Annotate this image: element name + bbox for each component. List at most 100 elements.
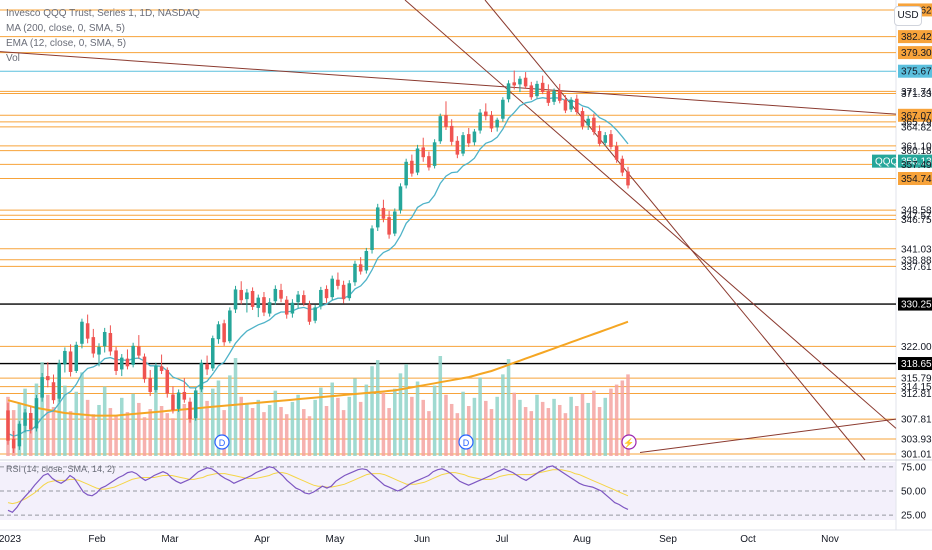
volume-bar [296,394,300,456]
candle-body [80,321,84,344]
time-axis-label: Apr [254,534,270,545]
last-price-label: 358.13 [898,154,932,168]
volume-bar [529,411,534,456]
volume-bar [228,375,232,456]
candle-body [63,350,67,365]
price-axis-label: 367.07 [898,108,932,122]
candle-body [57,363,61,399]
price-axis-label: 375.67 [898,64,932,78]
candle-body [228,310,232,342]
svg-text:364.82: 364.82 [901,122,932,133]
volume-bar [444,394,448,456]
volume-bar [46,394,50,456]
volume-bar [137,402,141,456]
candle-body [535,83,539,97]
candle-body [455,140,460,155]
candle-body [398,186,403,211]
price-axis-label: 318.65 [898,357,932,371]
candle-body [387,217,391,235]
price-axis-label: 341.03 [901,244,932,255]
candle-body [620,158,625,173]
candle-body [586,118,590,126]
price-axis-label: 312.81 [901,389,932,400]
candle-body [102,331,107,347]
price-axis-label: 361.10 [901,141,932,152]
volume-bar [557,404,562,456]
volume-bar [347,396,352,456]
candle-body [495,119,499,128]
candle-body [512,82,517,86]
candle-body [6,410,10,441]
volume-bar [176,395,181,456]
volume-bar [569,396,573,456]
candle-body [85,323,90,339]
rsi-ma-line [7,469,629,505]
candle-body [614,145,619,160]
candle-body [575,98,579,113]
svg-text:371.74: 371.74 [901,87,932,98]
svg-text:D: D [463,438,470,448]
volume-bar [432,385,437,456]
candle-body [341,284,346,300]
volume-bar [222,410,226,456]
volume-indicator-label[interactable]: Vol [6,53,20,64]
volume-bar [415,381,420,456]
candle-body [336,279,340,286]
svg-text:318.65: 318.65 [901,359,932,370]
currency-button[interactable]: USD [894,6,922,26]
earnings-marker: ⚡ [621,434,637,450]
candle-body [211,338,215,369]
volume-bar [393,388,397,456]
volume-bar [125,412,130,456]
candle-body [142,356,147,380]
time-axis-label: Jul [496,534,509,545]
volume-bar [324,406,329,456]
svg-text:315.79: 315.79 [901,374,932,385]
volume-bar [478,377,482,456]
volume-bar [466,406,471,456]
price-axis-label: 337.61 [901,262,932,273]
candle-body [393,211,397,234]
svg-text:301.01: 301.01 [901,449,932,460]
candle-body [97,346,101,355]
ma-indicator-label[interactable]: MA (200, close, 0, SMA, 5) [6,23,125,34]
price-axis-label: 322.00 [901,342,932,353]
rsi-indicator-label[interactable]: RSI (14, close, SMA, 14, 2) [6,464,116,474]
ema12-line [7,97,629,437]
rsi-axis-label: 75.00 [901,462,926,473]
candle-body [119,357,124,370]
candle-body [148,378,152,392]
candle-body [199,362,204,390]
price-axis-label: 315.79 [901,374,932,385]
volume-bar [119,397,124,456]
volume-bar [199,369,204,456]
volume-bar [404,364,408,456]
candle-body [432,142,437,166]
candle-body [546,91,551,103]
candle-body [68,351,73,372]
candle-body [302,295,306,304]
time-axis-label: Nov [821,534,839,545]
candle-body [267,302,272,314]
svg-text:347.57: 347.57 [901,211,932,222]
trend-line [404,0,897,429]
candle-body [250,290,255,307]
volume-bar [506,359,511,456]
symbol-title: Invesco QQQ Trust, Series 1, 1D, NASDAQ [6,8,200,19]
volume-bar [262,412,266,456]
candle-body [449,125,454,142]
candle-body [353,263,357,283]
candle-body [461,135,465,154]
candle-body [484,111,488,117]
volume-bar [148,409,152,456]
time-axis-label: 2023 [0,534,22,545]
candle-body [592,117,596,133]
candle-body [370,228,374,250]
candle-body [472,131,477,143]
rsi-line [7,465,629,514]
volume-bar [57,379,61,456]
svg-text:361.10: 361.10 [901,141,932,152]
candle-body [466,134,471,144]
ema-indicator-label[interactable]: EMA (12, close, 0, SMA, 5) [6,38,127,49]
